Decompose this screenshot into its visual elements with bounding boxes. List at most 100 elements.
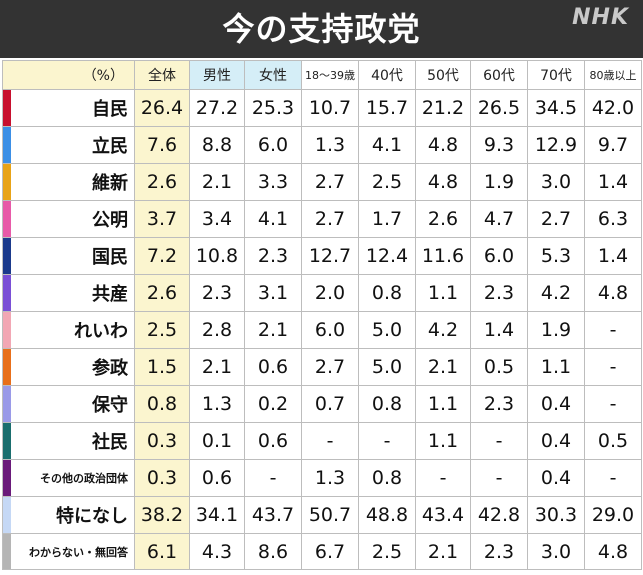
value-cell: 9.7 bbox=[584, 126, 642, 164]
value-cell: 1.1 bbox=[415, 385, 471, 423]
column-header: 60代 bbox=[470, 60, 528, 90]
table-row: 公明 3.7 3.4 4.1 2.7 1.7 2.6 4.7 2.7 6.3 bbox=[2, 200, 642, 238]
party-cell: 社民 bbox=[2, 422, 135, 460]
value-cell: 1.3 bbox=[301, 126, 359, 164]
value-cell: 0.5 bbox=[584, 422, 642, 460]
value-cell: 2.1 bbox=[189, 348, 245, 386]
value-cell: 4.8 bbox=[584, 274, 642, 312]
total-value-cell: 6.1 bbox=[134, 533, 190, 570]
value-cell: 4.8 bbox=[415, 163, 471, 201]
value-cell: 1.1 bbox=[415, 422, 471, 460]
value-cell: - bbox=[301, 422, 359, 460]
party-color-stripe bbox=[3, 275, 11, 311]
value-cell: 5.3 bbox=[527, 237, 585, 275]
value-cell: 4.1 bbox=[358, 126, 416, 164]
party-color-stripe bbox=[3, 349, 11, 385]
party-color-stripe bbox=[3, 423, 11, 459]
party-name: その他の政治団体 bbox=[40, 472, 128, 485]
party-cell: 国民 bbox=[2, 237, 135, 275]
value-cell: 42.0 bbox=[584, 89, 642, 127]
table-row: 保守 0.8 1.3 0.2 0.7 0.8 1.1 2.3 0.4- bbox=[2, 385, 642, 423]
party-color-stripe bbox=[3, 238, 11, 274]
party-cell: 特になし bbox=[2, 496, 135, 534]
value-cell: 2.3 bbox=[244, 237, 302, 275]
total-value-cell: 7.2 bbox=[134, 237, 190, 275]
value-cell: 4.2 bbox=[527, 274, 585, 312]
table-row: 自民 26.4 27.2 25.3 10.7 15.7 21.2 26.5 34.5 42.0 bbox=[2, 89, 642, 127]
table-row: 国民 7.2 10.8 2.3 12.7 12.4 11.6 6.0 5.3 1.4 bbox=[2, 237, 642, 275]
value-cell: 50.7 bbox=[301, 496, 359, 534]
value-cell: 0.8 bbox=[358, 385, 416, 423]
party-name: れいわ bbox=[74, 321, 128, 342]
table-row: 維新 2.6 2.1 3.3 2.7 2.5 4.8 1.9 3.0 1.4 bbox=[2, 163, 642, 201]
party-name: 特になし bbox=[56, 506, 128, 527]
value-cell: 43.7 bbox=[244, 496, 302, 534]
value-cell: 1.4 bbox=[470, 311, 528, 349]
party-name: 国民 bbox=[92, 247, 128, 268]
value-cell: 21.2 bbox=[415, 89, 471, 127]
title-bar: 今の支持政党 NHK bbox=[0, 0, 643, 58]
total-value-cell: 2.5 bbox=[134, 311, 190, 349]
value-cell: 1.7 bbox=[358, 200, 416, 238]
value-cell: 3.3 bbox=[244, 163, 302, 201]
value-cell: 2.5 bbox=[358, 163, 416, 201]
total-value-cell: 1.5 bbox=[134, 348, 190, 386]
party-cell: 自民 bbox=[2, 89, 135, 127]
value-cell: 8.6 bbox=[244, 533, 302, 570]
party-color-stripe bbox=[3, 201, 11, 237]
party-name: 維新 bbox=[92, 173, 128, 194]
header-row: （%） 全体 男性 女性 18～39歳 40代 50代 60代 70代 80歳以上 bbox=[2, 60, 642, 90]
value-cell: 3.4 bbox=[189, 200, 245, 238]
total-value-cell: 2.6 bbox=[134, 274, 190, 312]
value-cell: 29.0 bbox=[584, 496, 642, 534]
value-cell: 15.7 bbox=[358, 89, 416, 127]
support-table: （%） 全体 男性 女性 18～39歳 40代 50代 60代 70代 80歳以上 自民 26.4 2… bbox=[2, 60, 642, 570]
party-name: 公明 bbox=[92, 210, 128, 231]
party-color-stripe bbox=[3, 497, 11, 533]
table-row: 社民 0.3 0.1 0.6- -1.1-0.4 0.5 bbox=[2, 422, 642, 460]
value-cell: 1.9 bbox=[527, 311, 585, 349]
value-cell: 10.7 bbox=[301, 89, 359, 127]
table-header: （%） 全体 男性 女性 18～39歳 40代 50代 60代 70代 80歳以上 bbox=[2, 60, 642, 90]
value-cell: 12.4 bbox=[358, 237, 416, 275]
total-value-cell: 0.3 bbox=[134, 422, 190, 460]
table-body: 自民 26.4 27.2 25.3 10.7 15.7 21.2 26.5 34.5 42.0 立民… bbox=[2, 89, 642, 570]
value-cell: 34.5 bbox=[527, 89, 585, 127]
table-row: れいわ 2.5 2.8 2.1 6.0 5.0 4.2 1.4 1.9- bbox=[2, 311, 642, 349]
total-value-cell: 3.7 bbox=[134, 200, 190, 238]
party-cell: その他の政治団体 bbox=[2, 459, 135, 497]
value-cell: 1.3 bbox=[301, 459, 359, 497]
value-cell: 2.1 bbox=[415, 533, 471, 570]
value-cell: 5.0 bbox=[358, 311, 416, 349]
value-cell: 2.3 bbox=[189, 274, 245, 312]
value-cell: 8.8 bbox=[189, 126, 245, 164]
table-row: わからない・無回答 6.1 4.3 8.6 6.7 2.5 2.1 2.3 3.0 4.8 bbox=[2, 533, 642, 570]
value-cell: 5.0 bbox=[358, 348, 416, 386]
party-cell: 公明 bbox=[2, 200, 135, 238]
value-cell: 2.0 bbox=[301, 274, 359, 312]
value-cell: - bbox=[584, 459, 642, 497]
value-cell: 2.1 bbox=[244, 311, 302, 349]
value-cell: - bbox=[358, 422, 416, 460]
value-cell: 4.3 bbox=[189, 533, 245, 570]
party-name: わからない・無回答 bbox=[29, 545, 128, 559]
value-cell: - bbox=[470, 459, 528, 497]
party-cell: 立民 bbox=[2, 126, 135, 164]
value-cell: 6.0 bbox=[301, 311, 359, 349]
value-cell: 2.3 bbox=[470, 385, 528, 423]
value-cell: 1.9 bbox=[470, 163, 528, 201]
total-value-cell: 0.8 bbox=[134, 385, 190, 423]
value-cell: 4.2 bbox=[415, 311, 471, 349]
value-cell: - bbox=[584, 385, 642, 423]
value-cell: 42.8 bbox=[470, 496, 528, 534]
party-color-stripe bbox=[3, 127, 11, 163]
party-color-stripe bbox=[3, 534, 11, 569]
value-cell: 12.9 bbox=[527, 126, 585, 164]
value-cell: 34.1 bbox=[189, 496, 245, 534]
total-value-cell: 38.2 bbox=[134, 496, 190, 534]
value-cell: 2.1 bbox=[189, 163, 245, 201]
value-cell: 12.7 bbox=[301, 237, 359, 275]
party-cell: 保守 bbox=[2, 385, 135, 423]
total-value-cell: 7.6 bbox=[134, 126, 190, 164]
value-cell: 4.8 bbox=[415, 126, 471, 164]
